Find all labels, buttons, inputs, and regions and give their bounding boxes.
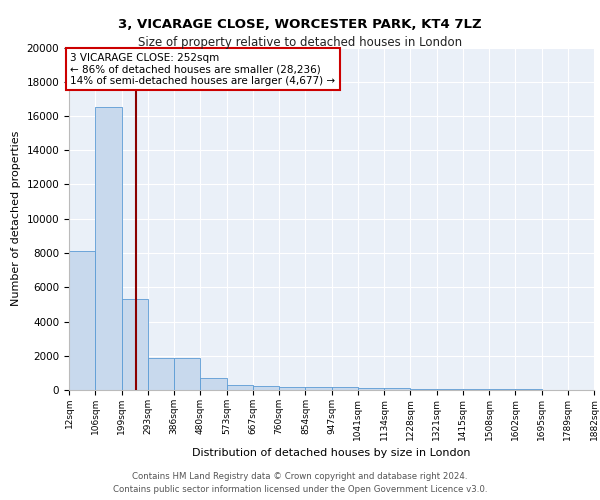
Text: 3, VICARAGE CLOSE, WORCESTER PARK, KT4 7LZ: 3, VICARAGE CLOSE, WORCESTER PARK, KT4 7… <box>118 18 482 30</box>
Bar <box>463 389 489 390</box>
Bar <box>227 385 253 390</box>
Bar <box>174 358 200 390</box>
Bar <box>331 388 358 390</box>
Text: Contains HM Land Registry data © Crown copyright and database right 2024.
Contai: Contains HM Land Registry data © Crown c… <box>113 472 487 494</box>
Bar <box>121 299 148 390</box>
Bar <box>253 386 279 390</box>
Bar <box>410 388 437 390</box>
Bar <box>279 386 305 390</box>
Bar <box>95 108 121 390</box>
Y-axis label: Number of detached properties: Number of detached properties <box>11 131 21 306</box>
Bar <box>384 388 410 390</box>
Bar <box>148 358 174 390</box>
Bar <box>358 388 384 390</box>
Text: 3 VICARAGE CLOSE: 252sqm
← 86% of detached houses are smaller (28,236)
14% of se: 3 VICARAGE CLOSE: 252sqm ← 86% of detach… <box>70 52 335 86</box>
X-axis label: Distribution of detached houses by size in London: Distribution of detached houses by size … <box>192 448 471 458</box>
Bar <box>200 378 227 390</box>
Bar <box>437 389 463 390</box>
Bar <box>69 252 95 390</box>
Bar <box>305 386 331 390</box>
Text: Size of property relative to detached houses in London: Size of property relative to detached ho… <box>138 36 462 49</box>
